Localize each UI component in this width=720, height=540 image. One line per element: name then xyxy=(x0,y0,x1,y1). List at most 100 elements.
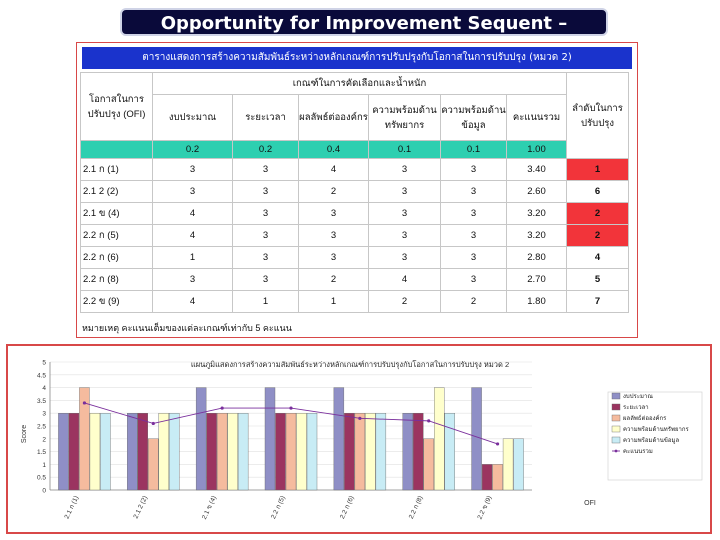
bar xyxy=(444,413,455,491)
bar xyxy=(375,413,387,491)
legend-swatch xyxy=(611,392,621,400)
legend-label: ระยะเวลา xyxy=(623,404,649,411)
legend-swatch xyxy=(611,436,621,444)
bar xyxy=(137,413,148,491)
ofi-criteria-table: โอกาสในการปรับปรุง (OFI) เกณฑ์ในการคัดเล… xyxy=(80,72,629,313)
bar xyxy=(481,464,493,491)
table-row: 2.1 2 (2) 3 3 2 3 3 2.60 6 xyxy=(80,180,629,203)
bar xyxy=(306,413,318,491)
rank-column-header: ลำดับในการปรับปรุง xyxy=(566,72,629,159)
total-score-point xyxy=(289,406,293,410)
y-tick-label: 4.5 xyxy=(37,372,46,379)
legend-label: คะแนนรวม xyxy=(623,448,653,455)
ofi-label: 2.2 ข (9) xyxy=(80,290,153,313)
bar xyxy=(354,413,366,491)
legend-box xyxy=(607,391,703,481)
bar xyxy=(513,438,524,491)
bar xyxy=(502,438,514,491)
bar xyxy=(333,387,345,491)
bar xyxy=(158,413,169,491)
bar xyxy=(68,413,80,491)
total-score-point xyxy=(495,442,500,446)
table-title: ตารางแสดงการสร้างความสัมพันธ์ระหว่างหลัก… xyxy=(82,47,632,69)
bar xyxy=(206,413,217,491)
bar xyxy=(471,387,482,491)
x-axis-label: OFI xyxy=(584,500,596,507)
total-score-point xyxy=(220,406,224,410)
table-row: 2.2 ก (8) 3 3 2 4 3 2.70 5 xyxy=(80,268,629,291)
bar xyxy=(169,413,180,491)
legend-line-marker xyxy=(614,449,618,453)
x-tick-label: 2.2 ก (5) xyxy=(270,495,287,520)
legend-label: ผลลัพธ์ต่อองค์กร xyxy=(623,414,667,422)
table-footnote: หมายเหตุ คะแนนเต็มของแต่ละเกณฑ์เท่ากับ 5… xyxy=(82,323,292,333)
y-tick-label: 1 xyxy=(42,462,46,469)
y-tick-label: 4 xyxy=(42,385,46,392)
criteria-header-3: ความพร้อมด้านทรัพยากร xyxy=(368,94,441,141)
weight-cell-5: 1.00 xyxy=(506,140,567,159)
bar xyxy=(58,413,69,491)
bar xyxy=(296,413,307,491)
weight-cell-2: 0.4 xyxy=(298,140,369,159)
x-tick-label: 2.1 2 (2) xyxy=(133,495,150,520)
chart-title: แผนภูมิแสดงการสร้างความสัมพันธ์ระหว่างหล… xyxy=(191,360,509,369)
table-row: 2.1 ก (1) 3 3 4 3 3 3.40 1 xyxy=(80,158,629,181)
table-row: 2.2 ข (9) 4 1 1 2 2 1.80 7 xyxy=(80,290,629,313)
weight-cell-1: 0.2 xyxy=(232,140,299,159)
bar xyxy=(237,413,249,491)
bar xyxy=(100,413,111,491)
rank-cell: 2 xyxy=(566,224,629,247)
score-cell: 1 xyxy=(298,290,369,313)
y-axis-label: Score xyxy=(21,425,28,443)
bar xyxy=(423,438,434,491)
criteria-header-2: ผลลัพธ์ต่อองค์กร xyxy=(298,94,369,141)
criteria-header-4: ความพร้อมด้านข้อมูล xyxy=(440,94,507,141)
bar xyxy=(344,413,355,491)
legend-swatch xyxy=(611,414,621,422)
criteria-header-5: คะแนนรวม xyxy=(506,94,567,141)
y-tick-label: 0 xyxy=(42,488,46,495)
y-tick-label: 2.5 xyxy=(37,424,46,431)
bar xyxy=(285,413,297,491)
bar xyxy=(227,413,238,491)
table-row: 2.1 ข (4) 4 3 3 3 3 3.20 2 xyxy=(80,202,629,225)
y-tick-label: 3.5 xyxy=(37,398,46,405)
bar xyxy=(492,464,503,491)
x-tick-label: 2.2 ก (6) xyxy=(339,495,356,520)
bar xyxy=(148,438,159,491)
bar xyxy=(434,387,445,491)
rank-cell: 7 xyxy=(566,290,629,313)
bar xyxy=(413,413,424,491)
bar xyxy=(264,387,276,491)
legend-label: ความพร้อมด้านทรัพยากร xyxy=(623,426,689,433)
slide-title: Opportunity for Improvement Sequent – Ca… xyxy=(120,8,608,62)
bar xyxy=(402,413,413,491)
y-tick-label: 5 xyxy=(42,360,46,367)
rank-cell: 2 xyxy=(566,202,629,225)
x-tick-label: 2.1 ข (4) xyxy=(201,495,218,521)
y-tick-label: 1.5 xyxy=(37,449,46,456)
total-score-point xyxy=(82,401,87,405)
x-tick-label: 2.1 ก (1) xyxy=(64,495,81,520)
total-score-point xyxy=(427,419,431,423)
bar xyxy=(89,413,101,491)
bar xyxy=(275,413,286,491)
legend-swatch xyxy=(611,425,621,433)
bar xyxy=(195,387,207,491)
bar xyxy=(365,413,376,491)
bar xyxy=(127,413,138,491)
bar xyxy=(216,413,228,491)
criteria-header-1: ระยะเวลา xyxy=(232,94,299,141)
y-tick-label: 3 xyxy=(42,411,46,418)
x-tick-label: 2.2 ข (9) xyxy=(476,495,493,521)
legend-label: งบประมาณ xyxy=(623,393,653,400)
total-score-point xyxy=(358,416,362,420)
y-tick-label: 0.5 xyxy=(37,475,46,482)
y-tick-label: 2 xyxy=(42,436,46,443)
weight-cell-3: 0.1 xyxy=(368,140,441,159)
bar xyxy=(79,387,90,491)
legend-label: ความพร้อมด้านข้อมูล xyxy=(623,437,679,444)
table-row: 2.2 ก (6) 1 3 3 3 3 2.80 4 xyxy=(80,246,629,269)
legend-swatch xyxy=(611,403,621,411)
